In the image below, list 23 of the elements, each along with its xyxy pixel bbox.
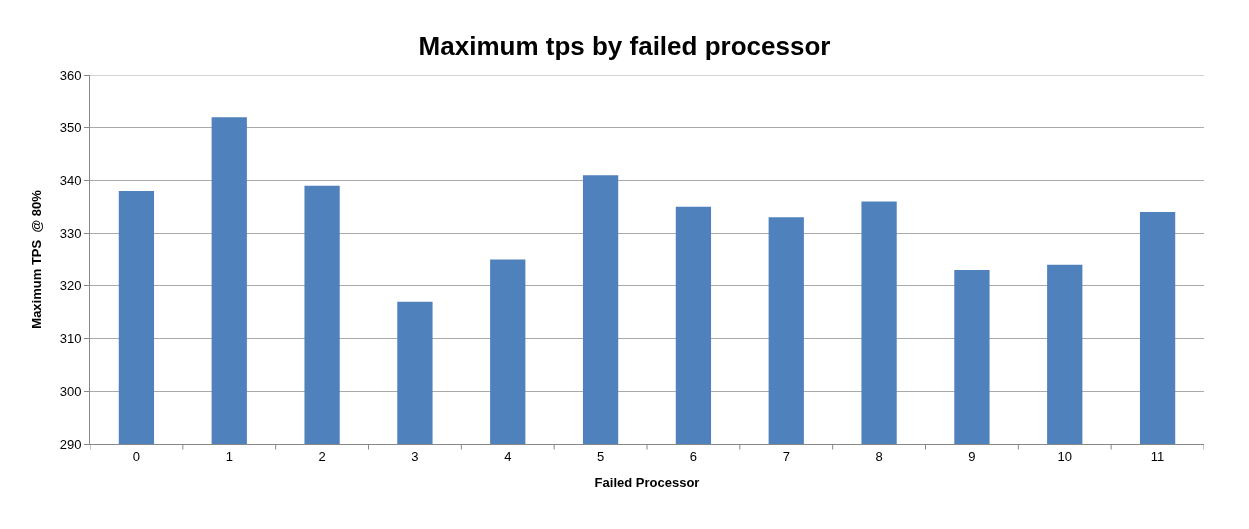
- x-tick-label: 0: [132, 448, 141, 464]
- chart-title: Maximum tps by failed processor: [418, 31, 831, 62]
- x-tick-label: 5: [596, 448, 605, 464]
- y-axis-title: Maximum TPS @ 80%: [28, 189, 44, 329]
- x-tick-label: 2: [318, 448, 326, 464]
- x-tick-label: 1: [225, 448, 233, 464]
- y-tick-label: 290: [59, 436, 82, 452]
- x-tick-label: 9: [968, 448, 976, 464]
- y-tick-label: 360: [59, 67, 82, 83]
- x-tick-label: 8: [875, 448, 883, 464]
- y-tick-label: 300: [59, 383, 82, 399]
- y-tick-label: 310: [59, 331, 82, 347]
- y-tick-label: 340: [59, 172, 82, 188]
- x-tick-label: 6: [689, 448, 698, 464]
- x-tick-label: 11: [1150, 448, 1165, 464]
- y-tick-label: 330: [59, 225, 82, 241]
- x-tick-label: 10: [1057, 448, 1072, 464]
- y-tick-label: 350: [59, 120, 82, 136]
- x-tick-label: 4: [504, 448, 512, 464]
- x-tick-label: 7: [782, 448, 790, 464]
- x-axis-title: Failed Processor: [594, 475, 700, 491]
- x-tick-label: 3: [411, 448, 419, 464]
- y-tick-label: 320: [59, 278, 82, 294]
